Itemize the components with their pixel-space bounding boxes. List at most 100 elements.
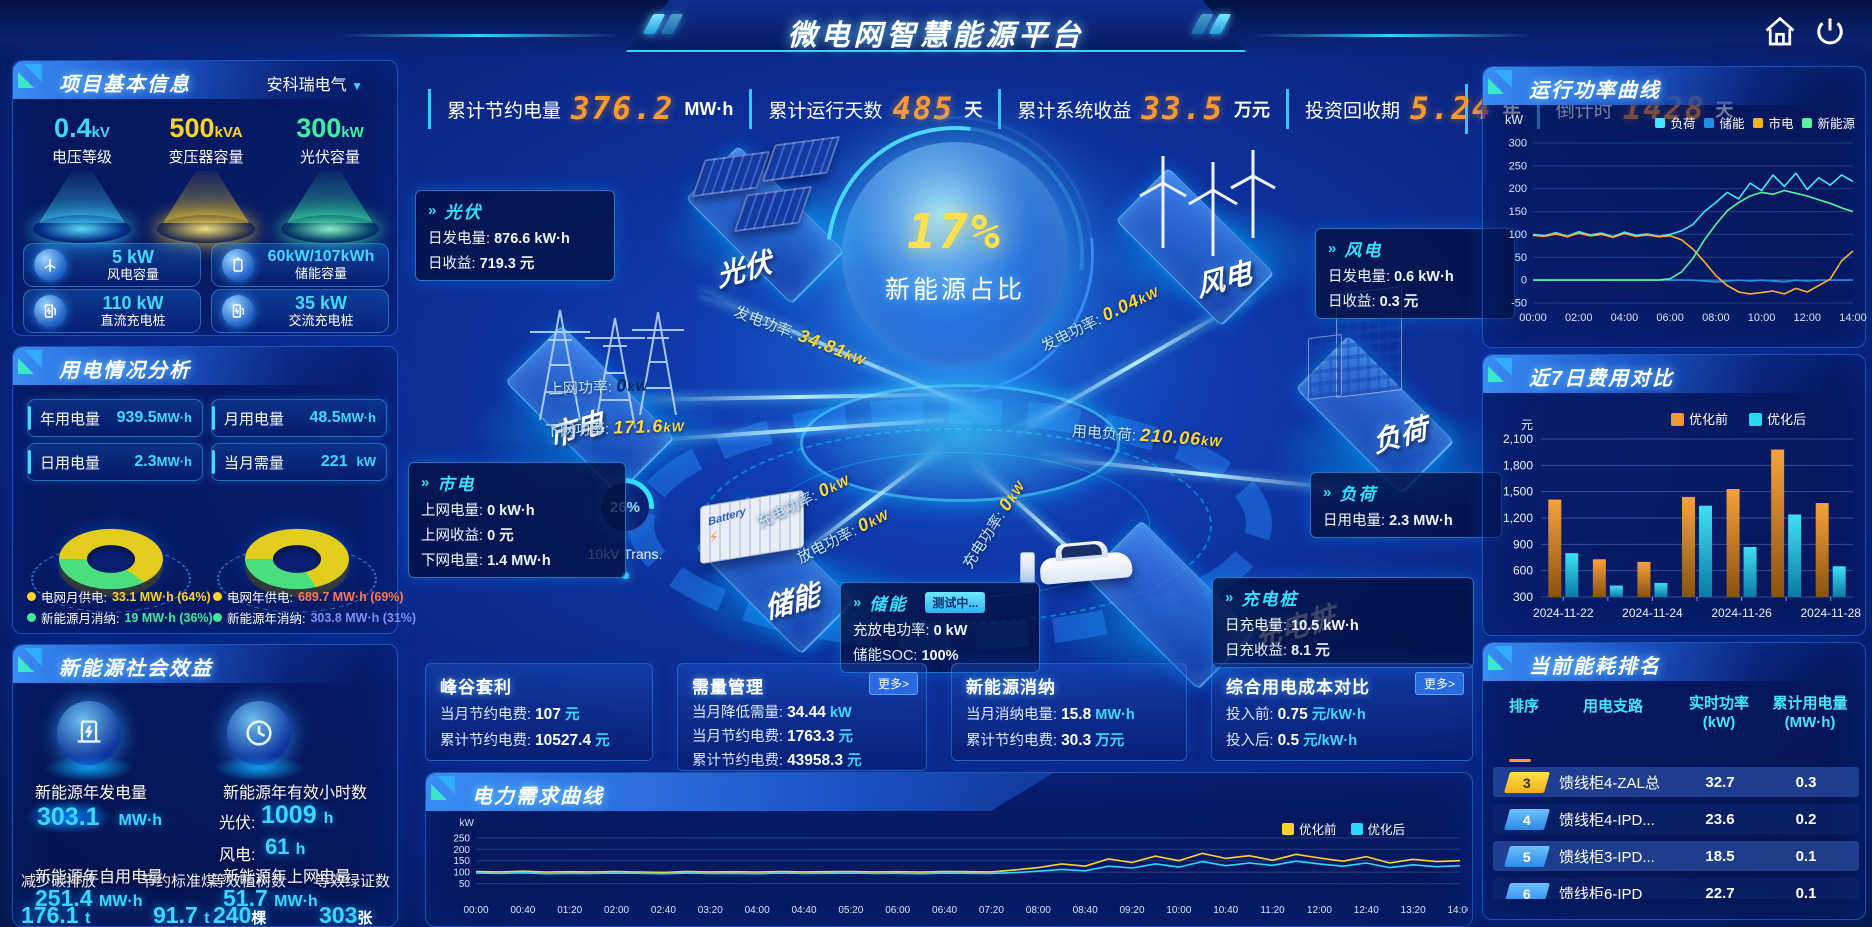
stat-month-demand: 当月需量 221 kW bbox=[211, 443, 387, 481]
legend-newenergy-year: 新能源年消纳: 303.8 MW·h (31%) bbox=[213, 608, 416, 627]
info-row: 日发电量: 0.6 kW·h bbox=[1328, 269, 1454, 285]
legend-swatch bbox=[1350, 822, 1363, 835]
stat-label: 月用电量 bbox=[224, 410, 285, 428]
table-row[interactable]: 5 馈线柜3-IPD... 18.5 0.1 bbox=[1493, 841, 1859, 871]
svg-text:kW: kW bbox=[460, 818, 475, 829]
svg-text:12:40: 12:40 bbox=[1354, 905, 1379, 916]
svg-text:13:20: 13:20 bbox=[1401, 905, 1426, 916]
wind-turbine-icon bbox=[34, 249, 66, 281]
svg-text:02:40: 02:40 bbox=[651, 905, 676, 916]
info-row: 日用电量: 2.3 MW·h bbox=[1323, 513, 1453, 529]
panel-header bbox=[426, 773, 1054, 811]
title-plate bbox=[626, 0, 1246, 52]
svg-text:200: 200 bbox=[453, 845, 470, 856]
legend-item[interactable]: 优化前 bbox=[1282, 819, 1337, 838]
scroll-indicator bbox=[1509, 759, 1531, 762]
svg-text:02:00: 02:00 bbox=[604, 905, 629, 916]
card-title: 峰谷套利 bbox=[440, 678, 512, 697]
total-energy: 0.1 bbox=[1795, 847, 1817, 865]
svg-text:06:40: 06:40 bbox=[932, 905, 957, 916]
benefit-feedin-value: 51.7 MW·h bbox=[223, 885, 318, 911]
light-cone bbox=[287, 171, 373, 223]
svg-text:04:40: 04:40 bbox=[791, 905, 816, 916]
donut-chart-month bbox=[59, 528, 163, 590]
card-row: 当月消纳电量: 15.8 MW·h bbox=[966, 706, 1135, 723]
power-icon[interactable] bbox=[1812, 14, 1848, 50]
panel-corner-icon bbox=[1488, 70, 1512, 94]
svg-text:00:00: 00:00 bbox=[1519, 312, 1547, 324]
legend-dot bbox=[213, 613, 222, 622]
svg-text:05:20: 05:20 bbox=[838, 905, 863, 916]
stat-value: 35 kW bbox=[294, 293, 348, 314]
table-row[interactable]: 4 馈线柜4-IPD... 23.6 0.2 bbox=[1493, 804, 1859, 834]
svg-text:14:00: 14:00 bbox=[1447, 905, 1468, 916]
panel-corner-icon bbox=[18, 648, 42, 672]
header-decor-line-left bbox=[340, 34, 620, 37]
legend-label: 优化后 bbox=[1367, 823, 1406, 837]
power-chart: 300 250 200 150 100 50 0 -50 00:00 02:00 04:00 06:0… bbox=[1509, 138, 1867, 325]
legend-item[interactable]: 优化后 bbox=[1350, 819, 1406, 838]
legend-swatch bbox=[1282, 822, 1294, 835]
kpi-saved-energy: 累计节约电量 376.2 MW·h bbox=[428, 89, 749, 129]
svg-text:50: 50 bbox=[459, 879, 471, 890]
table-row[interactable]: 3 馈线柜4-ZAL总 32.7 0.3 bbox=[1493, 767, 1859, 797]
svg-text:2024-11-26: 2024-11-26 bbox=[1711, 606, 1772, 620]
chevron-right-icon: » bbox=[853, 594, 862, 611]
info-box-wind: » 风电 日发电量: 0.6 kW·h 日收益: 0.3 元 bbox=[1315, 228, 1515, 319]
legend-item[interactable]: 负荷 bbox=[1655, 113, 1695, 132]
svg-text:08:00: 08:00 bbox=[1702, 312, 1730, 324]
legend-label: 市电 bbox=[1768, 117, 1794, 131]
info-box-evc: » 充电桩 日充电量: 10.5 kW·h 日充收益: 8.1 元 bbox=[1212, 577, 1474, 668]
panel-title: 用电情况分析 bbox=[59, 360, 191, 382]
home-icon[interactable] bbox=[1762, 14, 1798, 50]
info-row: 储能SOC: 100% bbox=[853, 648, 959, 664]
legend-swatch bbox=[1704, 117, 1715, 128]
benefit-coal-value: 91.7 t bbox=[153, 902, 210, 927]
power-legend: 负荷 储能 市电 新能源 bbox=[1655, 113, 1855, 132]
legend-swatch bbox=[1802, 117, 1813, 128]
rank-badge: 5 bbox=[1503, 845, 1551, 867]
status-badge[interactable]: 测试中... bbox=[925, 592, 986, 613]
column-header-branch: 用电支路 bbox=[1582, 698, 1643, 715]
svg-text:优化前: 优化前 bbox=[1689, 412, 1728, 427]
legend-item[interactable]: 新能源 bbox=[1802, 113, 1855, 132]
column-header-power: 实时功率 (kW) bbox=[1688, 695, 1749, 731]
legend-label: 电网月供电: bbox=[41, 591, 107, 605]
column-header-energy: 累计用电量 (MW·h) bbox=[1772, 695, 1848, 731]
legend-item[interactable]: 市电 bbox=[1753, 113, 1793, 132]
svg-text:04:00: 04:00 bbox=[1611, 312, 1639, 324]
svg-text:14:00: 14:00 bbox=[1839, 312, 1867, 324]
card-row: 当月降低需量: 34.44 kW bbox=[692, 704, 852, 721]
svg-text:09:20: 09:20 bbox=[1119, 905, 1144, 916]
more-button[interactable]: 更多> bbox=[1414, 672, 1464, 695]
svg-text:01:20: 01:20 bbox=[557, 905, 582, 916]
legend-value: 689.7 MW·h (69%) bbox=[297, 589, 404, 604]
branch-name: 馈线柜3-IPD... bbox=[1559, 848, 1655, 866]
card-peak-valley: 峰谷套利 当月节约电费: 107 元 累计节约电费: 10527.4 元 bbox=[425, 663, 653, 761]
table-row[interactable]: 6 馈线柜6-IPD 22.7 0.1 bbox=[1493, 878, 1859, 899]
newenergy-percent: 17% bbox=[907, 204, 1003, 260]
stat-unit: kW bbox=[341, 124, 364, 141]
svg-text:10:00: 10:00 bbox=[1748, 312, 1776, 324]
info-row: 日发电量: 876.6 kW·h bbox=[428, 231, 570, 247]
svg-text:00:00: 00:00 bbox=[463, 905, 488, 916]
panel-cost-compare: 近7日费用对比 2,100 1,800 1,500 1,200 900 600 300 元 优化… bbox=[1482, 354, 1866, 636]
svg-text:00:40: 00:40 bbox=[510, 905, 535, 916]
battery-icon bbox=[222, 249, 254, 281]
stat-value: 60kW/107kWh bbox=[267, 248, 375, 266]
charging-pile-art bbox=[1020, 552, 1035, 584]
info-box-title: 市电 bbox=[437, 475, 476, 494]
panel-title: 项目基本信息 bbox=[59, 74, 191, 96]
more-button[interactable]: 更多> bbox=[868, 672, 918, 695]
panel-project-info: 项目基本信息 安科瑞电气 ▼ 0.4kV 电压等级 500kVA 变压器容量 3… bbox=[12, 60, 398, 336]
company-select[interactable]: 安科瑞电气 ▼ bbox=[267, 71, 363, 95]
card-row: 累计节约电费: 10527.4 元 bbox=[440, 732, 610, 749]
svg-text:600: 600 bbox=[1513, 564, 1533, 578]
info-box-title: 充电桩 bbox=[1241, 590, 1299, 609]
svg-text:50: 50 bbox=[1515, 252, 1527, 264]
panel-power-curve: 运行功率曲线 kW 负荷 储能 市电 新能源 300 250 200 150 100 50… bbox=[1482, 66, 1867, 348]
realtime-power: 22.7 bbox=[1705, 884, 1735, 900]
legend-item[interactable]: 储能 bbox=[1704, 113, 1744, 132]
info-row: 上网收益: 0 元 bbox=[421, 528, 514, 544]
